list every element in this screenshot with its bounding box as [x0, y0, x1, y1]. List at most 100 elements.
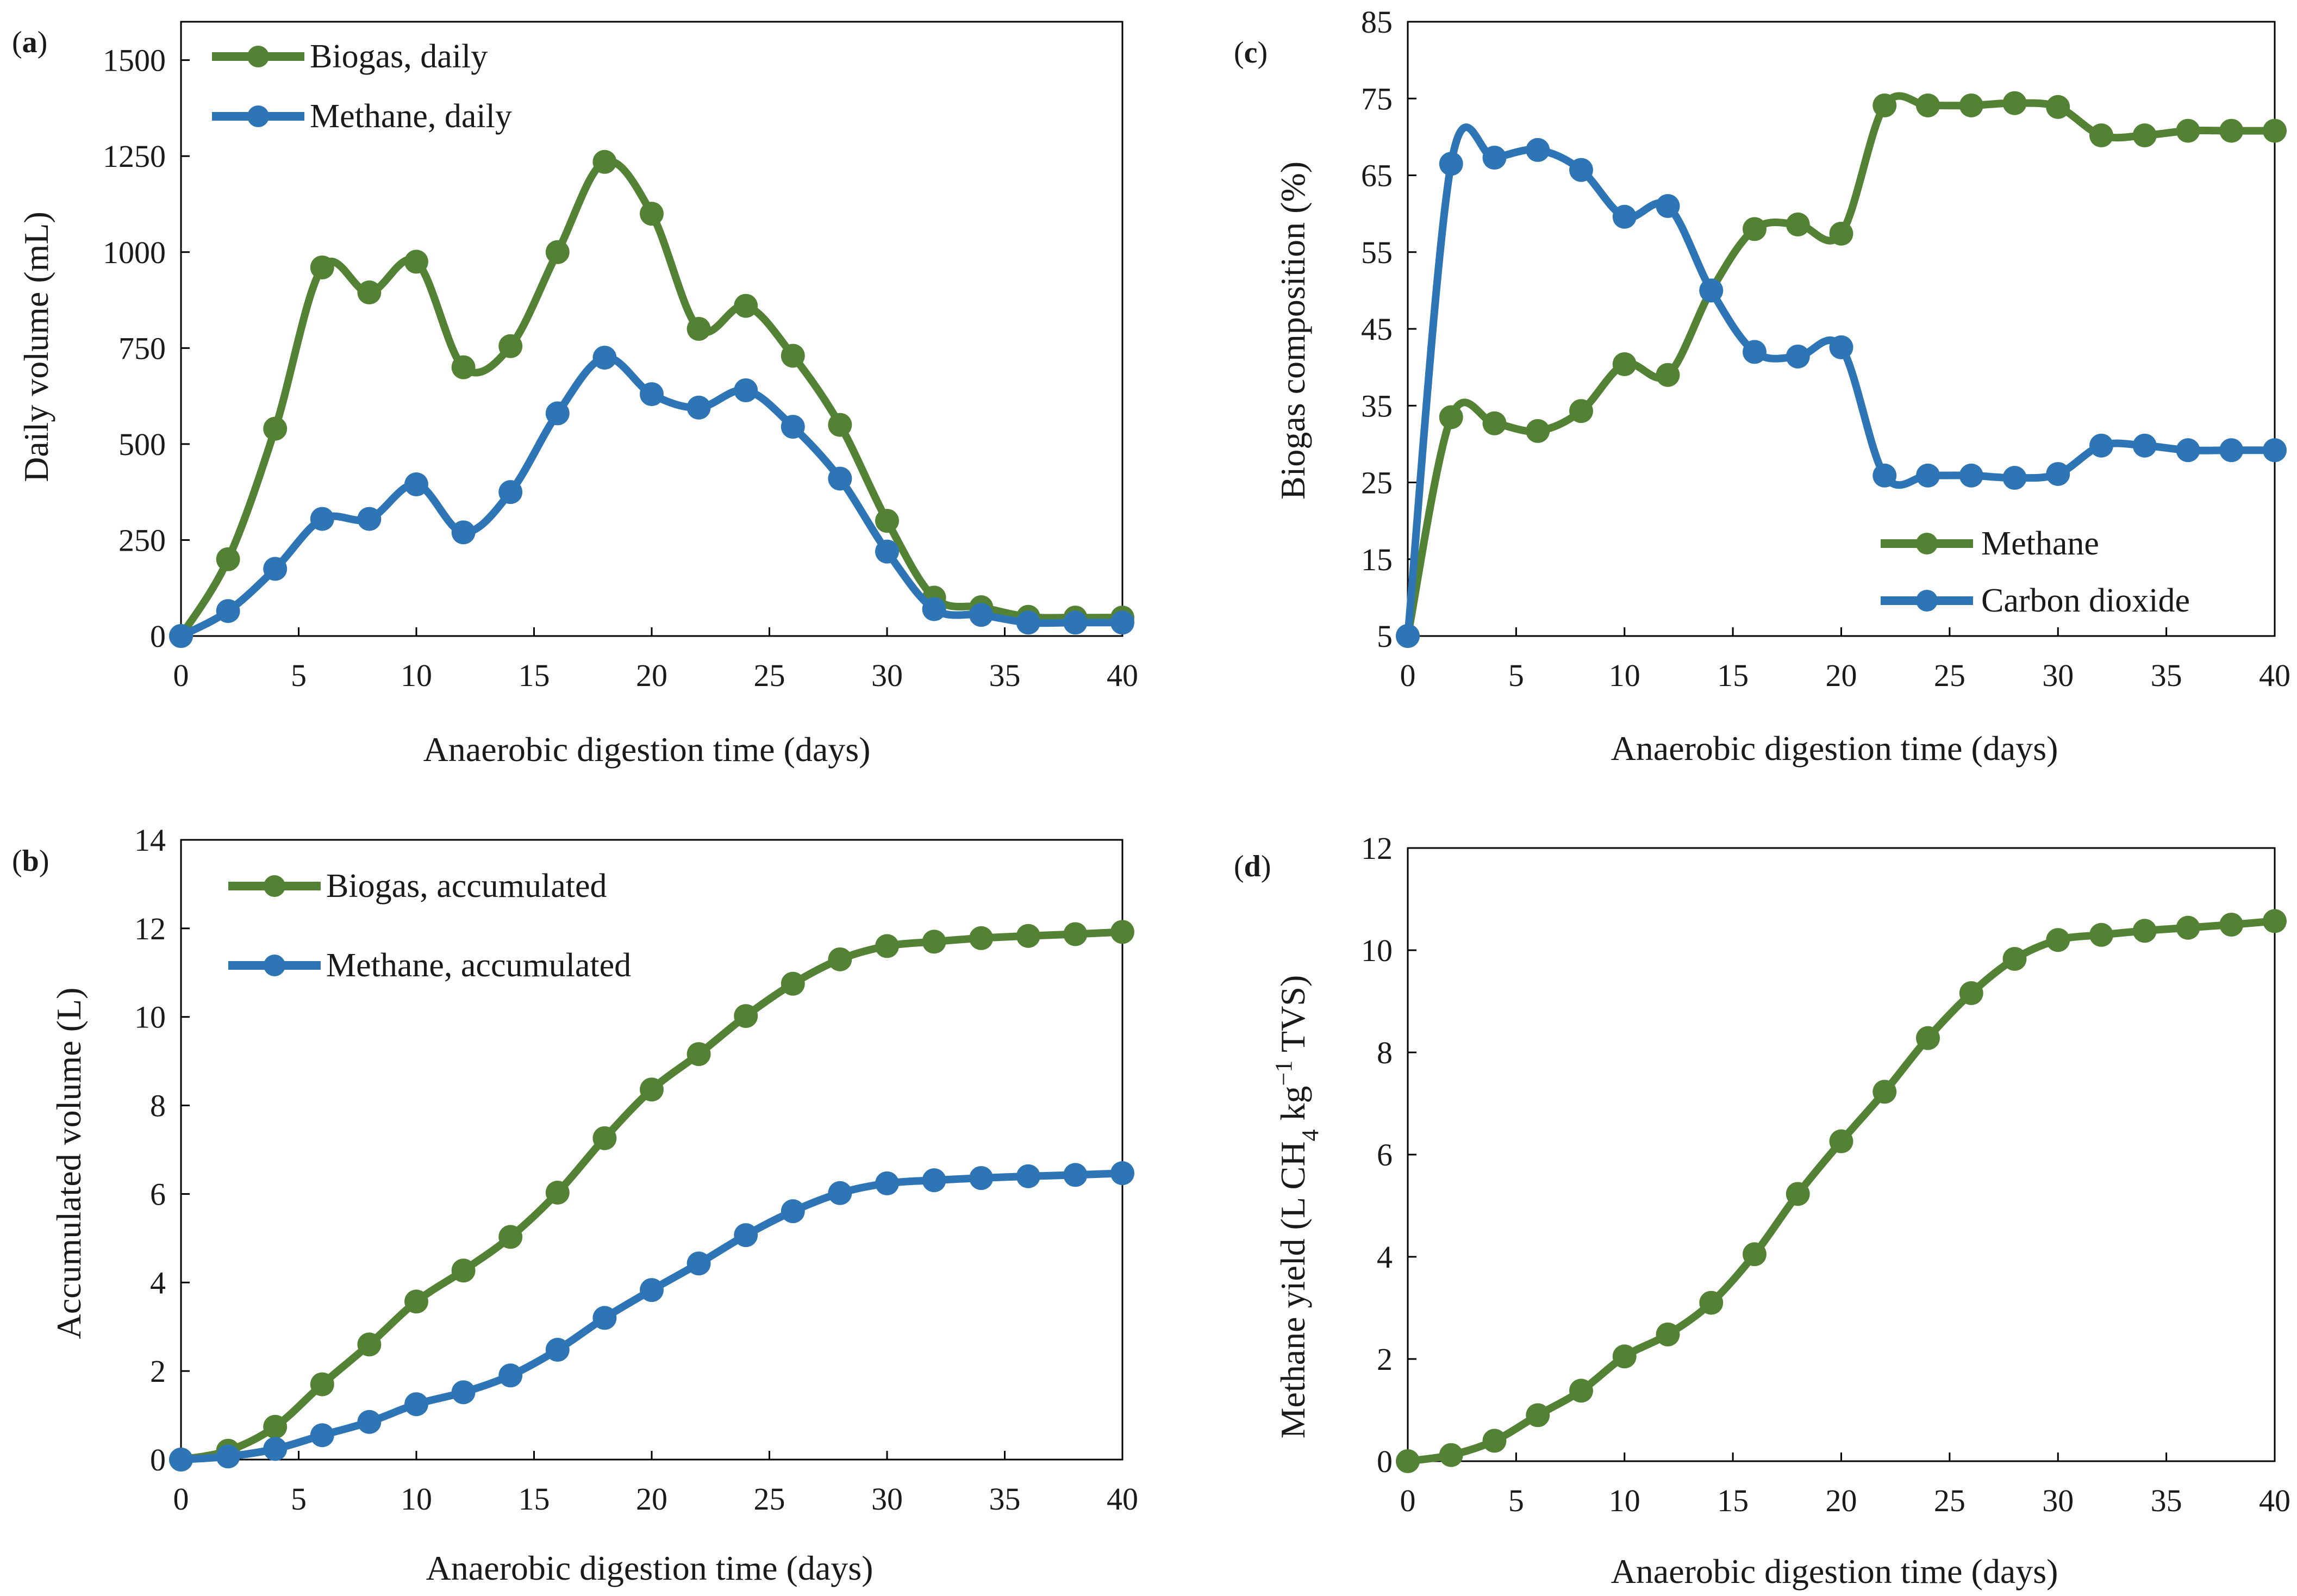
data-point-biogas-accumulated	[828, 947, 852, 971]
x-tick-label: 30	[2042, 658, 2074, 693]
data-point-methane-accumulated	[828, 1181, 852, 1205]
data-point-carbon-dioxide	[1699, 278, 1724, 303]
y-tick-label: 1500	[103, 43, 166, 78]
y-tick-label: 0	[150, 619, 166, 654]
legend-label: Biogas, daily	[310, 38, 488, 75]
panel-label: (a)	[12, 26, 47, 59]
data-point-biogas-daily	[310, 255, 334, 279]
y-tick-label: 0	[150, 1442, 166, 1477]
y-tick-label: 250	[118, 522, 166, 558]
data-point-methane-daily	[310, 507, 334, 531]
data-point-carbon-dioxide	[2089, 433, 2113, 458]
y-tick-label: 4	[150, 1265, 166, 1300]
data-point-carbon-dioxide	[1829, 335, 1853, 359]
x-axis-title: Anaerobic digestion time (days)	[1611, 1552, 2058, 1591]
data-point-biogas-daily	[451, 355, 476, 379]
series-line-methane-daily	[177, 353, 1126, 640]
data-point-methane	[2219, 119, 2244, 143]
data-point-biogas-accumulated	[404, 1289, 428, 1314]
y-tick-label: 0	[1377, 1444, 1393, 1479]
data-point-methane-accumulated	[1110, 1161, 1134, 1186]
y-tick-label: 75	[1361, 81, 1393, 116]
x-tick-label: 10	[401, 658, 432, 693]
data-point-methane-yield	[1569, 1379, 1593, 1403]
data-point-biogas-accumulated	[734, 1004, 758, 1028]
data-point-biogas-accumulated	[545, 1180, 570, 1205]
data-point-biogas-accumulated	[310, 1372, 334, 1396]
data-point-carbon-dioxide	[2132, 433, 2157, 458]
data-point-biogas-accumulated	[875, 934, 899, 958]
data-point-methane	[1959, 93, 1983, 117]
data-point-methane	[1829, 221, 1853, 246]
panel-label: (c)	[1234, 36, 1268, 70]
data-point-biogas-daily	[216, 547, 240, 571]
x-tick-label: 10	[1609, 1483, 1640, 1518]
data-point-methane-accumulated	[169, 1448, 193, 1472]
y-tick-label: 25	[1361, 465, 1393, 501]
data-point-biogas-accumulated	[969, 926, 994, 950]
legend-swatch-marker	[1916, 590, 1938, 612]
data-point-biogas-accumulated	[922, 930, 946, 954]
y-tick-label: 4	[1377, 1239, 1393, 1275]
data-point-carbon-dioxide	[1872, 463, 1897, 488]
panel-label: (b)	[12, 844, 49, 878]
data-point-methane-yield	[2046, 928, 2070, 952]
data-point-biogas-accumulated	[640, 1077, 664, 1102]
data-point-methane	[2263, 119, 2287, 143]
data-point-carbon-dioxide	[2046, 462, 2070, 486]
data-point-methane-yield	[2089, 922, 2113, 947]
data-point-biogas-daily	[545, 240, 570, 264]
panel-label: (d)	[1234, 850, 1271, 883]
chart-panel-a: (a) Daily volume (mL) Anaerobic digestio…	[12, 21, 1138, 769]
data-point-biogas-daily	[592, 149, 617, 174]
y-tick-label: 10	[134, 1000, 166, 1035]
data-point-methane-accumulated	[498, 1363, 523, 1388]
legend-label: Methane	[1981, 525, 2099, 562]
y-tick-label: 12	[134, 911, 166, 946]
data-point-methane	[1743, 217, 1767, 241]
data-point-methane-daily	[1063, 610, 1088, 635]
y-tick-label: 2	[150, 1354, 166, 1389]
x-axis-title: Anaerobic digestion time (days)	[1611, 729, 2058, 768]
y-tick-label: 12	[1361, 831, 1393, 866]
chart-panel-d: (d) Methane yield (L CH4 kg−1 TVS) Anaer…	[1234, 831, 2290, 1591]
x-tick-label: 10	[401, 1481, 432, 1517]
data-point-methane-daily	[828, 466, 852, 491]
data-point-carbon-dioxide	[2002, 466, 2027, 490]
data-point-methane	[1612, 352, 1637, 376]
data-point-carbon-dioxide	[1959, 463, 1983, 488]
data-point-methane-accumulated	[1063, 1163, 1088, 1187]
x-tick-label: 5	[291, 658, 307, 693]
x-tick-label: 25	[1934, 1483, 1965, 1518]
data-point-methane-daily	[357, 507, 382, 531]
x-tick-label: 0	[1400, 658, 1416, 693]
legend-swatch-marker	[247, 46, 269, 67]
y-axis-title: Methane yield (L CH4 kg−1 TVS)	[1270, 975, 1324, 1439]
data-point-methane-yield	[2219, 913, 2244, 937]
x-tick-label: 10	[1609, 658, 1640, 693]
data-point-biogas-accumulated	[357, 1332, 382, 1357]
data-point-methane-daily	[734, 378, 758, 402]
data-point-methane-accumulated	[875, 1171, 899, 1195]
y-tick-label: 8	[150, 1088, 166, 1124]
data-point-methane-accumulated	[640, 1278, 664, 1302]
data-point-methane-yield	[1482, 1429, 1507, 1453]
data-point-methane-accumulated	[734, 1223, 758, 1248]
chart-panel-b: (b) Accumulated volume (L) Anaerobic dig…	[12, 822, 1138, 1587]
data-point-methane	[1569, 399, 1593, 423]
x-tick-label: 20	[1826, 1483, 1857, 1518]
legend-label: Methane, accumulated	[326, 947, 631, 984]
x-tick-label: 35	[2151, 658, 2182, 693]
data-point-methane-daily	[545, 401, 570, 426]
data-point-carbon-dioxide	[2219, 438, 2244, 463]
data-point-methane	[2002, 91, 2027, 115]
data-point-methane-daily	[686, 395, 711, 420]
data-point-methane	[1526, 419, 1550, 443]
legend: Biogas, accumulated Methane, accumulated	[228, 868, 631, 984]
data-point-methane-yield	[1439, 1443, 1463, 1467]
data-point-biogas-daily	[640, 202, 664, 226]
y-tick-label: 10	[1361, 933, 1393, 968]
y-tick-label: 14	[134, 822, 166, 858]
data-point-biogas-daily	[828, 413, 852, 437]
y-tick-label: 45	[1361, 311, 1393, 347]
